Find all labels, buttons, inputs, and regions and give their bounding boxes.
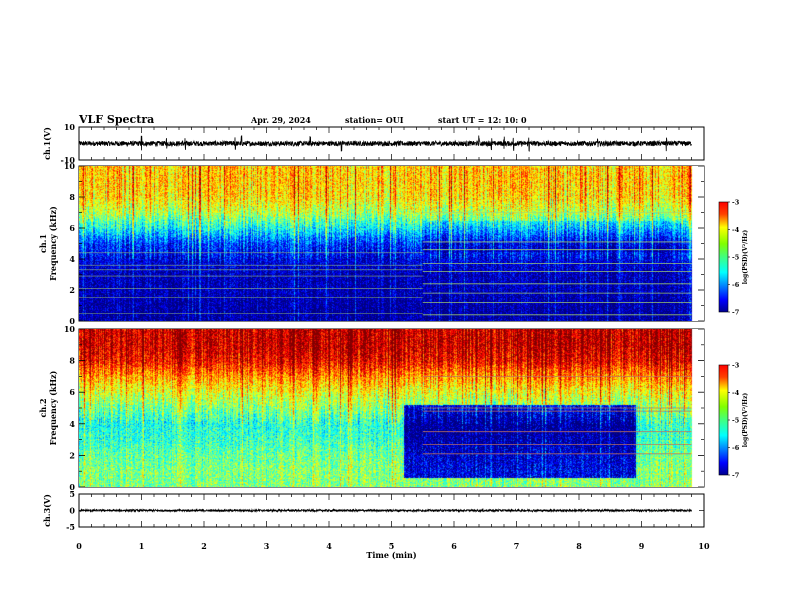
ch2-spectrogram-colorbar-tick: -5 <box>732 417 740 425</box>
ch1-spectrogram-ytick-label: 2 <box>69 285 75 295</box>
ch1-waveform-ytick-label: 10 <box>64 122 76 132</box>
figure-station: station= OUI <box>345 115 404 125</box>
x-axis: 0 1 2 3 4 5 6 7 8 9 10 Time (min) <box>76 541 710 560</box>
ch1-spectrogram-image <box>79 166 704 321</box>
ch1-spectrogram-colorbar: -3 -4 -5 -6 -7 log(PSD)(V²/Hz) <box>718 199 749 317</box>
ch2-spectrogram-colorbar: -3 -4 -5 -6 -7 log(PSD)(V²/Hz) <box>718 362 749 480</box>
ch2-spectrogram-colorbar-tick: -4 <box>732 389 740 397</box>
ch1-spectrogram-channel-label: ch.1 <box>38 234 48 253</box>
panel-frame-1 <box>78 126 705 161</box>
ch2-spectrogram-ytick-label: 10 <box>64 324 76 334</box>
ch1-spectrogram-ytick-label: 0 <box>69 316 75 326</box>
figure-start-time: start UT = 12: 10: 0 <box>438 115 527 125</box>
x-tick-label: 6 <box>451 541 457 551</box>
ch2-spectrogram-ytick-label: 4 <box>69 419 75 429</box>
ch1-spectrogram-ytick-label: 10 <box>64 161 76 171</box>
ch1-spectrogram-colorbar-label: log(PSD)(V²/Hz) <box>742 230 749 285</box>
ch3-waveform-trace <box>78 507 692 513</box>
ch1-spectrogram-axis: 0 2 4 6 8 10 ch.1 Frequency (kHz) <box>38 161 704 326</box>
ch3-waveform-ytick-label: 0 <box>69 506 75 516</box>
ch1-spectrogram-colorbar-tick: -7 <box>732 309 739 317</box>
x-tick-label: 5 <box>389 541 395 551</box>
ch3-waveform: 5 0 -5 ch.3(V) <box>42 489 704 532</box>
ch2-spectrogram-ytick-label: 8 <box>69 356 75 366</box>
ch1-waveform-trace <box>78 135 692 152</box>
ch1-waveform-ytick-label: -10 <box>61 155 76 165</box>
x-tick-label: 10 <box>698 541 710 551</box>
figure-date: Apr. 29, 2024 <box>251 115 311 125</box>
ch1-spectrogram-colorbar-tick: -6 <box>732 281 740 289</box>
ch3-waveform-ytick-label: 5 <box>69 489 75 499</box>
ch1-waveform: 10 -10 ch.1(V) <box>42 122 704 165</box>
x-tick-label: 0 <box>76 541 82 551</box>
ch2-spectrogram-colorbar-label: log(PSD)(V²/Hz) <box>742 393 749 448</box>
ch1-waveform-ylabel: ch.1(V) <box>42 127 52 160</box>
ch2-spectrogram-colorbar-tick: -3 <box>732 362 740 370</box>
ch1-spectrogram-colorbar-tick: -3 <box>732 199 740 207</box>
ch1-spectrogram-colorbar-tick: -5 <box>732 254 740 262</box>
ch2-spectrogram-colorbar-tick: -7 <box>732 472 739 480</box>
ch1-spectrogram-ytick-label: 8 <box>69 192 75 202</box>
ch2-spectrogram-axis: 0 2 4 6 8 10 ch.2 Frequency (kHz) <box>38 324 704 492</box>
ch2-spectrogram-ylabel: Frequency (kHz) <box>48 370 58 445</box>
ch1-spectrogram-ytick-label: 6 <box>69 223 75 233</box>
ch1-spectrogram-emission-lines <box>79 212 692 316</box>
ch1-spectrogram-ytick-label: 4 <box>69 254 75 264</box>
ch3-waveform-ylabel: ch.3(V) <box>42 494 52 527</box>
ch2-spectrogram-ytick-label: 6 <box>69 387 75 397</box>
ch2-spectrogram-emission-lines <box>422 375 692 455</box>
x-tick-label: 4 <box>326 541 332 551</box>
ch2-spectrogram-ytick-label: 2 <box>69 450 75 460</box>
ch2-spectrogram-channel-label: ch.2 <box>38 398 48 417</box>
ch2-spectrogram-ytick-label: 0 <box>69 482 75 492</box>
x-tick-label: 1 <box>139 541 145 551</box>
figure-title: VLF Spectra <box>79 113 155 126</box>
x-tick-label: 9 <box>639 541 645 551</box>
x-tick-label: 2 <box>201 541 207 551</box>
ch1-spectrogram-ylabel: Frequency (kHz) <box>48 206 58 281</box>
x-tick-label: 3 <box>264 541 270 551</box>
ch3-waveform-ytick-label: -5 <box>66 522 75 532</box>
ch1-spectrogram-colorbar-tick: -4 <box>732 226 740 234</box>
x-tick-label: 7 <box>514 541 520 551</box>
x-tick-label: 8 <box>576 541 582 551</box>
x-axis-label: Time (min) <box>366 550 416 560</box>
ch2-spectrogram-colorbar-tick: -6 <box>732 444 740 452</box>
